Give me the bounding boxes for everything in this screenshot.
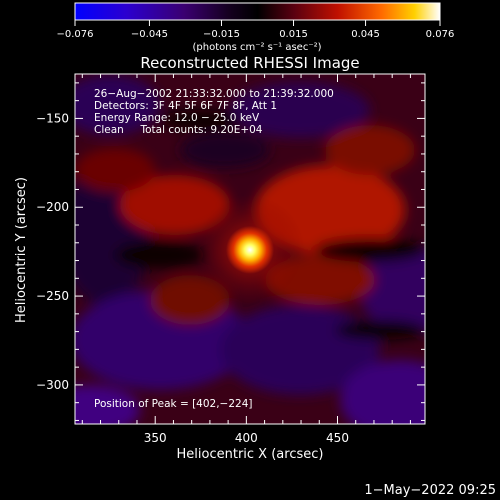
plot-frame <box>74 73 426 425</box>
colorbar-tick-label: 0.045 <box>351 29 380 40</box>
y-axis-title: Heliocentric Y (arcsec) <box>14 177 29 323</box>
colorbar-tick-label: −0.076 <box>56 29 93 40</box>
chart-title: Reconstructed RHESSI Image <box>140 54 359 72</box>
heatmap-image <box>75 74 425 424</box>
footer-timestamp: 1−May−2022 09:25 <box>364 483 496 498</box>
x-tick-label: 450 <box>326 431 349 445</box>
peak-core <box>226 225 274 274</box>
x-axis-title: Heliocentric X (arcsec) <box>177 447 324 462</box>
x-tick-label: 400 <box>235 431 258 445</box>
y-tick-label: −200 <box>36 200 69 214</box>
peak-source <box>195 194 305 305</box>
info-line-detectors: Detectors: 3F 4F 5F 6F 7F 8F, Att 1 <box>94 100 277 112</box>
y-tick-label: −250 <box>36 289 69 303</box>
colorbar-ticks: −0.076 −0.045 −0.015 0.015 0.045 0.076 <box>56 20 454 40</box>
colorbar-tick-label: −0.015 <box>203 29 240 40</box>
y-tick-label: −300 <box>36 378 69 392</box>
peak-position-label: Position of Peak = [402,−224] <box>94 398 253 410</box>
y-axis: −150 −200 −250 −300 <box>36 82 425 421</box>
info-line-time: 26−Aug−2002 21:33:32.000 to 21:39:32.000 <box>94 88 334 100</box>
colorbar-tick-label: −0.045 <box>131 29 168 40</box>
info-line-counts: Clean Total counts: 9.20E+04 <box>94 124 263 136</box>
colorbar-gradient <box>75 3 440 20</box>
colorbar-tick-label: 0.076 <box>426 29 455 40</box>
y-tick-label: −150 <box>36 111 69 125</box>
colorbar-unit-label: (photons cm⁻² s⁻¹ asec⁻²) <box>192 42 321 53</box>
colorbar-tick-label: 0.015 <box>279 29 308 40</box>
info-line-energy: Energy Range: 12.0 − 25.0 keV <box>94 112 260 124</box>
x-tick-label: 350 <box>144 431 167 445</box>
x-axis: 350 400 450 <box>81 74 411 445</box>
colorbar: −0.076 −0.045 −0.015 0.015 0.045 0.076 (photo… <box>56 2 454 53</box>
colorbar-frame <box>74 2 441 21</box>
info-annotation: 26−Aug−2002 21:33:32.000 to 21:39:32.000… <box>94 88 334 136</box>
